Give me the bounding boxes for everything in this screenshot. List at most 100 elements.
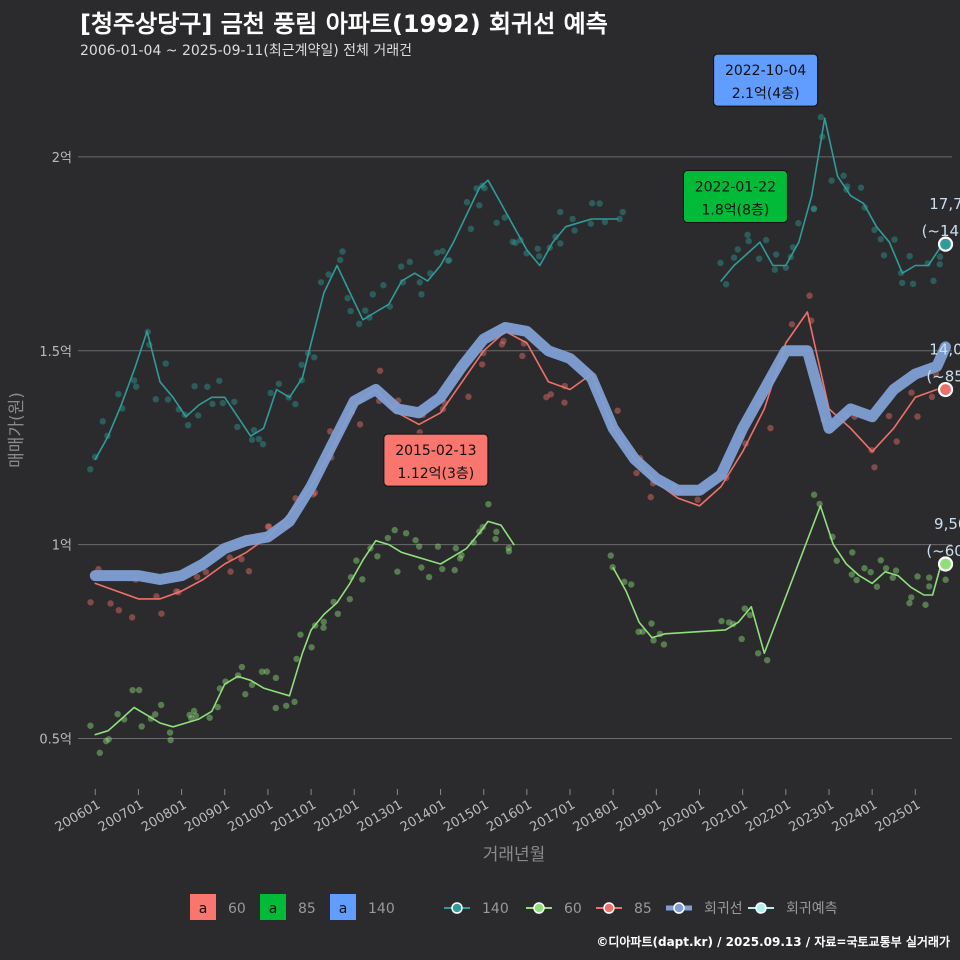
scatter-point: [930, 277, 937, 285]
scatter-point: [391, 526, 398, 534]
annotation-price: 1.12억(3층): [398, 466, 475, 482]
scatter-point: [439, 247, 446, 255]
scatter-point: [557, 208, 564, 216]
scatter-point: [166, 729, 174, 736]
scatter-point: [588, 200, 596, 207]
scatter-point: [873, 583, 881, 590]
legend-label: 60: [564, 901, 582, 917]
scatter-point: [206, 714, 213, 721]
scatter-point: [897, 269, 905, 277]
annotation-price: 1.8억(8층): [701, 202, 769, 218]
legend-swatch: [260, 894, 286, 920]
scatter-point: [627, 581, 635, 588]
annotation-date: 2015-02-13: [395, 443, 476, 459]
scatter-point: [493, 219, 500, 226]
scatter-point: [463, 199, 471, 206]
scatter-point: [853, 576, 860, 584]
scatter-point: [446, 256, 453, 264]
scatter-point: [914, 573, 921, 580]
scatter-point: [810, 205, 818, 212]
series-line-140b: [720, 117, 942, 282]
prediction-value: 14,000: [929, 341, 960, 359]
scatter-point: [415, 543, 423, 550]
scatter-point: [647, 493, 654, 501]
scatter-point: [439, 565, 446, 573]
x-axis-title: 거래년월: [483, 845, 546, 865]
scatter-point: [817, 113, 824, 121]
scatter-point: [132, 383, 140, 390]
x-tick-label: 200601: [53, 797, 103, 835]
x-tick-label: 202101: [700, 797, 750, 835]
scatter-point: [816, 500, 823, 508]
scatter-point: [498, 341, 506, 348]
prediction-markers: 17,750 (~140㎡) 14,000 (~85㎡) 9,500 (~60㎡): [922, 195, 960, 572]
scatter-point: [297, 631, 304, 638]
scatter-point: [334, 610, 342, 618]
scatter-point: [418, 291, 425, 298]
scatter-point: [771, 266, 779, 273]
legend-swatch-key: a: [199, 901, 208, 917]
scatter-point: [806, 292, 813, 299]
scatter-point: [481, 184, 488, 192]
scatter-point: [898, 279, 906, 287]
prediction-area: (~85㎡): [926, 368, 960, 386]
scatter-point: [828, 177, 835, 184]
scatter-point: [153, 593, 160, 600]
scatter-point: [164, 396, 172, 403]
scatter-point: [767, 424, 774, 432]
scatter-point: [444, 257, 452, 264]
scatter-point: [138, 723, 145, 730]
scatter-point: [186, 711, 193, 719]
scatter-point: [192, 712, 200, 719]
scatter-point: [725, 619, 733, 626]
scatter-point: [607, 552, 614, 559]
scatter-point: [416, 279, 423, 286]
scatter-point: [194, 412, 202, 419]
x-tick-label: 201101: [269, 797, 319, 835]
scatter-point: [99, 418, 106, 425]
scatter-point: [614, 407, 621, 414]
x-tick-label: 202401: [830, 797, 880, 835]
scatter-point: [238, 663, 246, 671]
scatter-point: [451, 566, 458, 574]
annotation-price: 2.1억(4층): [732, 86, 800, 102]
scatter-point: [339, 248, 346, 255]
scatter-point: [347, 307, 354, 315]
scatter-point: [184, 421, 192, 429]
scatter-point: [346, 595, 353, 603]
scatter-point: [214, 703, 221, 711]
scatter-point: [250, 426, 258, 434]
scatter-point: [105, 736, 112, 743]
scatter-point: [107, 600, 114, 607]
scatter-point: [893, 438, 900, 445]
scatter-point: [248, 436, 256, 444]
scatter-point: [492, 535, 499, 543]
prediction-point: [937, 381, 954, 398]
annotation-box: [682, 169, 788, 223]
scatter-point: [505, 548, 513, 555]
scatter-point: [353, 557, 360, 564]
scatter-point: [648, 620, 655, 627]
scatter-point: [265, 523, 273, 530]
scatter-point: [755, 255, 763, 262]
scatter-point: [114, 710, 121, 718]
scatter-point: [188, 715, 195, 722]
scatter-point: [242, 691, 249, 698]
scatter-point: [730, 254, 738, 261]
scatter-point: [418, 564, 425, 571]
scatter-point: [264, 523, 272, 531]
legend-swatch-key: a: [339, 901, 348, 917]
x-tick-label: 200901: [182, 797, 232, 835]
x-tick-label: 201301: [355, 797, 405, 835]
scatter-point: [734, 246, 741, 253]
scatter-point: [369, 291, 376, 298]
scatter-point: [744, 231, 751, 239]
scatter-point: [336, 256, 344, 264]
x-tick-label: 201501: [441, 797, 491, 835]
x-tick-label: 201201: [312, 797, 362, 835]
scatter-point: [867, 568, 874, 576]
scatter-point: [355, 320, 363, 328]
scatter-point: [87, 722, 94, 729]
scatter-point: [87, 466, 94, 473]
